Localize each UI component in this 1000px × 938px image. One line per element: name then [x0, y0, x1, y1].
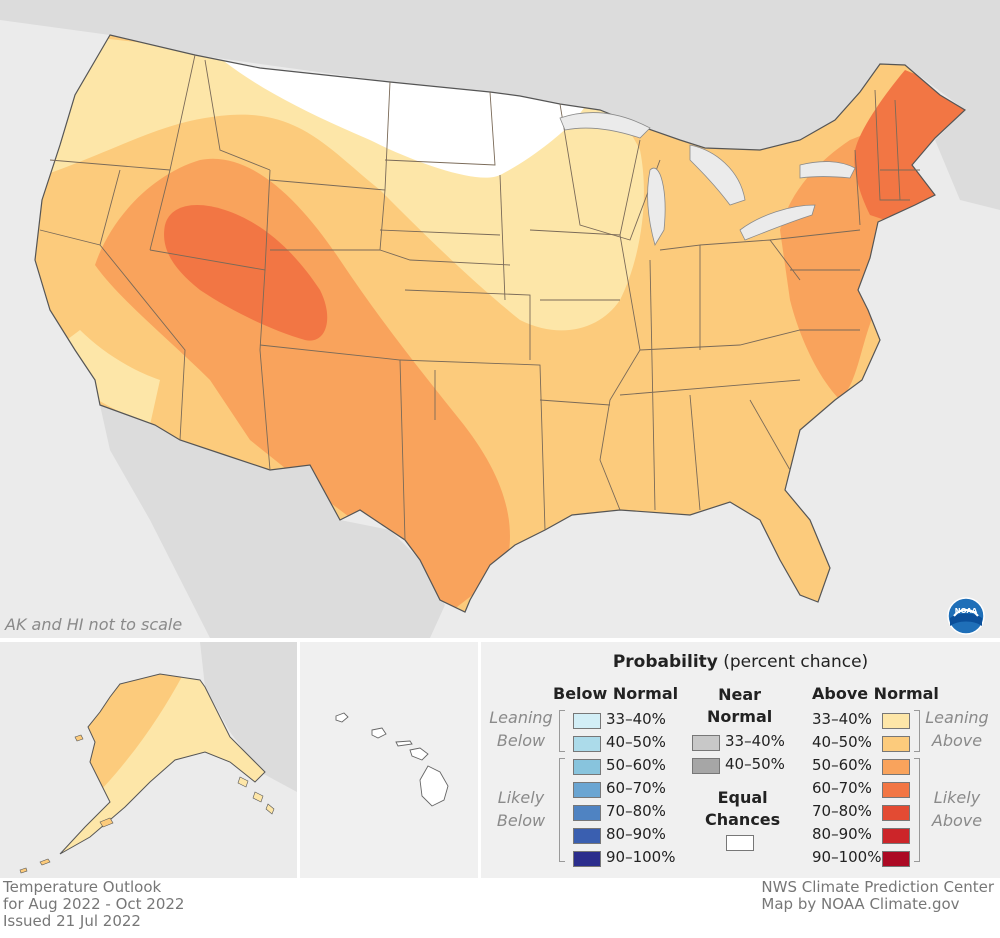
credit-caption: NWS Climate Prediction Center Map by NOA…	[761, 879, 994, 913]
above-normal-label-7: 90–100%	[812, 848, 882, 866]
svg-text:NOAA: NOAA	[955, 607, 978, 615]
alaska-panhandle-islands	[237, 776, 275, 815]
below-normal-swatch-7	[573, 851, 601, 867]
canada-land-ak	[200, 642, 297, 792]
molokai	[395, 740, 413, 747]
below-normal-label-5: 70–80%	[606, 802, 666, 820]
alaska-map-svg	[19, 642, 297, 874]
above-normal-swatch-6	[882, 828, 910, 844]
lake-superior	[559, 112, 651, 139]
legend-title: Probability (percent chance)	[612, 652, 869, 672]
canada-land	[0, 0, 1000, 210]
kauai	[335, 712, 349, 723]
above-normal-swatch-1	[882, 713, 910, 729]
below-normal-label-4: 60–70%	[606, 779, 666, 797]
conus-map: AK and HI not to scale NOAA	[0, 0, 1000, 638]
below-normal-swatch-4	[573, 782, 601, 798]
shade-above-60-70-rockies	[164, 205, 328, 341]
likely-below-label: Likely Below	[496, 788, 546, 830]
below-normal-swatch-1	[573, 713, 601, 729]
above-normal-swatch-4	[882, 782, 910, 798]
credit-agency: NWS Climate Prediction Center	[761, 878, 994, 896]
oahu	[371, 727, 387, 739]
below-normal-swatch-3	[573, 759, 601, 775]
mexico-land	[100, 405, 445, 638]
state-borders	[34, 34, 966, 613]
leaning-above-label: Leaning Above	[925, 708, 989, 750]
near-normal-heading: Near Normal	[707, 685, 773, 726]
equal-chances-heading: Equal Chances	[705, 788, 781, 829]
above-normal-label-3: 50–60%	[812, 756, 872, 774]
likely-above-bracket	[914, 758, 920, 862]
credit-map: Map by NOAA Climate.gov	[761, 895, 960, 913]
below-normal-swatch-6	[573, 828, 601, 844]
above-normal-heading: Above Normal	[812, 684, 939, 703]
outlook-period: for Aug 2022 - Oct 2022	[3, 895, 185, 913]
below-normal-label-6: 80–90%	[606, 825, 666, 843]
below-normal-swatch-2	[573, 736, 601, 752]
outlook-caption: Temperature Outlook for Aug 2022 - Oct 2…	[3, 879, 184, 930]
lake-erie	[739, 204, 816, 241]
outlook-issued: Issued 21 Jul 2022	[3, 912, 141, 930]
maui	[409, 747, 429, 761]
legend: Probability (percent chance) Below Norma…	[481, 642, 1000, 878]
above-normal-swatch-2	[882, 736, 910, 752]
lake-michigan	[647, 167, 666, 247]
alaska-outline	[59, 673, 266, 855]
below-normal-label-1: 33–40%	[606, 710, 666, 728]
noaa-logo-icon: NOAA	[947, 597, 985, 635]
above-normal-label-5: 70–80%	[812, 802, 872, 820]
alaska-islands	[19, 734, 114, 874]
hawaii-map-svg	[335, 712, 449, 807]
big-island	[419, 765, 449, 807]
lake-ontario	[799, 161, 856, 179]
above-normal-swatch-3	[882, 759, 910, 775]
below-normal-heading: Below Normal	[553, 684, 679, 703]
above-normal-label-4: 60–70%	[812, 779, 872, 797]
above-normal-label-1: 33–40%	[812, 710, 872, 728]
near-normal-label-1: 33–40%	[725, 732, 785, 750]
equal-chances-swatch	[726, 835, 754, 851]
below-normal-label-2: 40–50%	[606, 733, 666, 751]
near-normal-swatch-2	[692, 758, 720, 774]
above-normal-label-2: 40–50%	[812, 733, 872, 751]
outlook-title: Temperature Outlook	[3, 878, 162, 896]
conus-map-svg	[0, 0, 1000, 638]
above-normal-label-6: 80–90%	[812, 825, 872, 843]
likely-below-bracket	[559, 758, 565, 862]
above-normal-swatch-7	[882, 851, 910, 867]
hawaii-islands	[335, 712, 449, 807]
above-normal-swatch-5	[882, 805, 910, 821]
ak-shade-above-40-50	[60, 674, 200, 842]
lake-huron	[689, 144, 746, 206]
great-lakes	[559, 112, 856, 247]
near-normal-swatch-1	[692, 735, 720, 751]
below-normal-label-7: 90–100%	[606, 848, 676, 866]
map-note: AK and HI not to scale	[5, 615, 183, 634]
below-normal-swatch-5	[573, 805, 601, 821]
near-normal-label-2: 40–50%	[725, 755, 785, 773]
alaska-inset	[0, 642, 297, 878]
hawaii-inset	[300, 642, 478, 878]
likely-above-label: Likely Above	[931, 788, 983, 830]
leaning-below-bracket	[559, 710, 565, 752]
leaning-above-bracket	[914, 710, 920, 752]
leaning-below-label: Leaning Below	[489, 708, 553, 750]
below-normal-label-3: 50–60%	[606, 756, 666, 774]
